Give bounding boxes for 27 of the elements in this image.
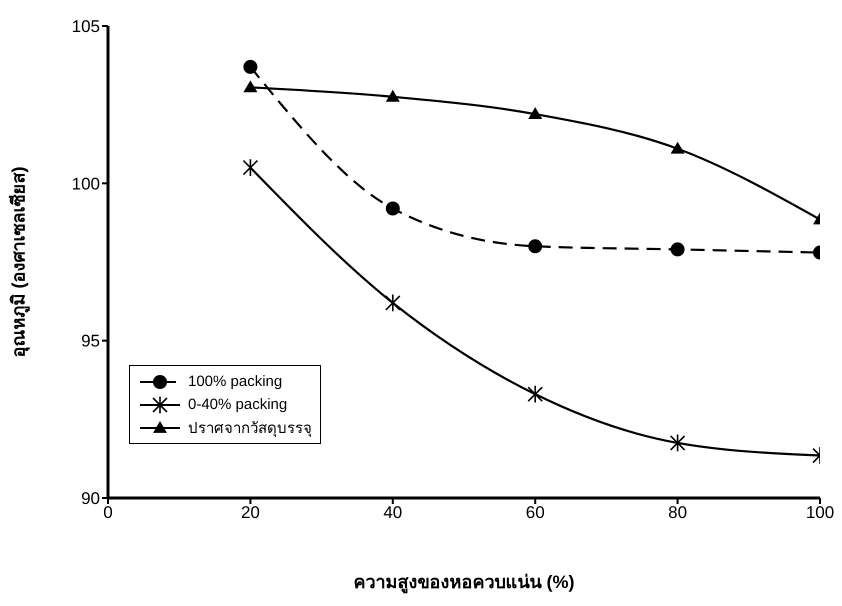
y-tick-label: 105 xyxy=(72,17,100,36)
point xyxy=(528,239,542,254)
point xyxy=(670,242,685,256)
y-axis-title: อุณหภูมิ (องศาเซลเซียส) xyxy=(8,166,30,358)
point xyxy=(528,107,542,120)
legend-label: 100% packing xyxy=(188,373,282,390)
point xyxy=(243,80,258,92)
point xyxy=(670,142,685,154)
point xyxy=(527,384,543,404)
point xyxy=(385,294,401,312)
x-tick-label: 20 xyxy=(240,503,260,522)
legend-label: 0-40% packing xyxy=(188,396,288,413)
x-tick-label: 100 xyxy=(806,503,834,522)
x-tick-label: 0 xyxy=(103,503,113,522)
point xyxy=(386,202,400,216)
point xyxy=(386,90,400,102)
point xyxy=(242,158,258,177)
legend-label: ปราศจากวัสดุบรรจุ xyxy=(188,418,312,440)
point xyxy=(243,60,258,74)
x-tick-label: 40 xyxy=(383,503,402,522)
y-tick-label: 100 xyxy=(72,174,100,194)
y-tick-label: 90 xyxy=(81,489,100,508)
x-axis-title: ความสูงของหอควบแน่น (%) xyxy=(354,572,574,594)
y-tick-label: 95 xyxy=(81,332,100,351)
x-tick-label: 80 xyxy=(668,503,688,522)
x-tick-label: 60 xyxy=(526,503,545,522)
point xyxy=(670,434,686,452)
